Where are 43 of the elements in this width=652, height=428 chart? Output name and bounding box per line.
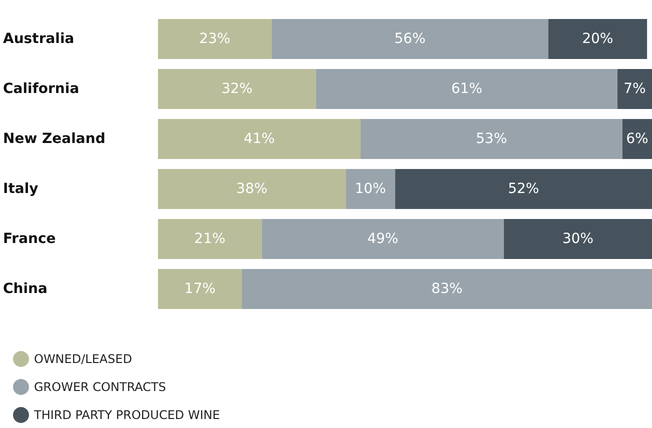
bar bbox=[158, 169, 346, 209]
data-label: 20% bbox=[582, 31, 614, 47]
data-label: 23% bbox=[199, 31, 230, 47]
bar bbox=[158, 219, 262, 259]
bar bbox=[158, 269, 242, 309]
y-tick-label: France bbox=[3, 231, 56, 247]
data-label: 56% bbox=[394, 31, 426, 47]
bar bbox=[316, 69, 618, 109]
data-label: 53% bbox=[476, 131, 508, 147]
bar bbox=[548, 19, 648, 59]
bar bbox=[158, 119, 361, 159]
data-label: 32% bbox=[221, 81, 253, 97]
data-label: 30% bbox=[562, 231, 594, 247]
bar bbox=[262, 219, 504, 259]
y-tick-label: New Zealand bbox=[3, 131, 106, 147]
y-tick-label: Italy bbox=[3, 181, 38, 197]
data-label: 10% bbox=[354, 181, 386, 197]
legend-label: THIRD PARTY PRODUCED WINE bbox=[33, 408, 220, 422]
legend-label: GROWER CONTRACTS bbox=[34, 380, 166, 394]
data-label: 83% bbox=[431, 281, 463, 297]
data-label: 6% bbox=[626, 131, 648, 147]
y-tick-label: Australia bbox=[3, 31, 74, 47]
bar bbox=[158, 69, 316, 109]
bar bbox=[272, 19, 548, 59]
bar bbox=[360, 119, 622, 159]
legend-label: OWNED/LEASED bbox=[34, 352, 132, 366]
y-tick-label: China bbox=[3, 281, 48, 297]
y-tick-label: California bbox=[3, 81, 80, 97]
bar bbox=[395, 169, 652, 209]
bar bbox=[346, 169, 396, 209]
bar bbox=[617, 69, 652, 109]
data-label: 38% bbox=[236, 181, 268, 197]
data-label: 7% bbox=[624, 81, 646, 97]
data-label: 61% bbox=[451, 81, 482, 97]
data-label: 21% bbox=[194, 231, 226, 247]
bar bbox=[622, 119, 652, 159]
data-label: 41% bbox=[244, 131, 275, 147]
data-label: 49% bbox=[367, 231, 398, 247]
bar bbox=[242, 269, 652, 309]
data-label: 17% bbox=[184, 281, 216, 297]
bar bbox=[158, 19, 272, 59]
bar bbox=[504, 219, 652, 259]
data-label: 52% bbox=[508, 181, 540, 197]
